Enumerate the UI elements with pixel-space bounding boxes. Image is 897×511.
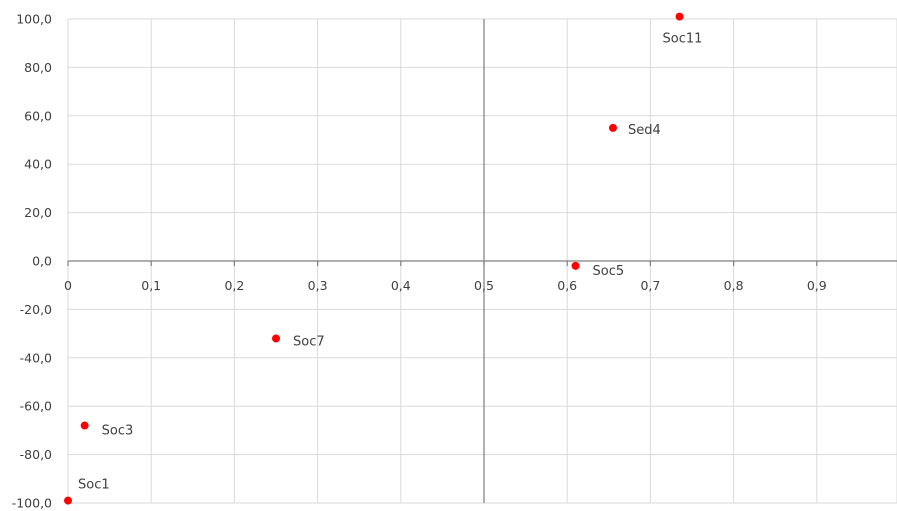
x-tick-label: 0,9 [807, 278, 827, 293]
point-label: Soc5 [593, 264, 625, 279]
x-tick-label: 0,7 [640, 278, 660, 293]
data-points: Soc11 Sed4 Soc5 Soc7 Soc3 Soc1 [64, 12, 703, 505]
x-tick-label: 0,8 [724, 278, 744, 293]
point-label: Soc3 [102, 424, 134, 439]
x-tick-label: 0,2 [224, 278, 244, 293]
data-point [571, 261, 580, 270]
y-tick-label: 80,0 [24, 60, 52, 75]
y-tick-label: -20,0 [20, 302, 52, 317]
x-tick-label: 0,6 [557, 278, 577, 293]
axes [67, 19, 897, 503]
y-tick-label: 0,0 [32, 254, 52, 269]
point-label: Sed4 [628, 123, 661, 138]
x-tick-label: 0,3 [308, 278, 328, 293]
data-point [80, 421, 89, 430]
x-tick-label: 0,5 [474, 278, 494, 293]
data-point [64, 496, 72, 505]
y-tick-label: -100,0 [12, 496, 52, 511]
tick-labels: 100,0 80,0 60,0 40,0 20,0 0,0 -20,0 -40,0 -60,0 -… [12, 12, 827, 511]
data-point [272, 334, 280, 343]
x-tick-label: 0 [64, 278, 72, 293]
data-point [608, 123, 617, 132]
y-tick-label: -60,0 [20, 399, 52, 414]
x-tick-label: 0,1 [141, 278, 161, 293]
x-tick-label: 0,4 [391, 278, 411, 293]
y-tick-label: -80,0 [20, 447, 52, 462]
y-tick-label: 40,0 [24, 157, 52, 172]
y-tick-label: -40,0 [20, 350, 52, 365]
y-tick-label: 60,0 [24, 108, 52, 123]
data-point [675, 12, 684, 21]
y-tick-label: 20,0 [24, 205, 52, 220]
y-tick-label: 100,0 [16, 12, 52, 27]
point-label: Soc7 [293, 334, 325, 349]
point-label: Soc11 [663, 32, 703, 47]
point-label: Soc1 [78, 478, 110, 493]
